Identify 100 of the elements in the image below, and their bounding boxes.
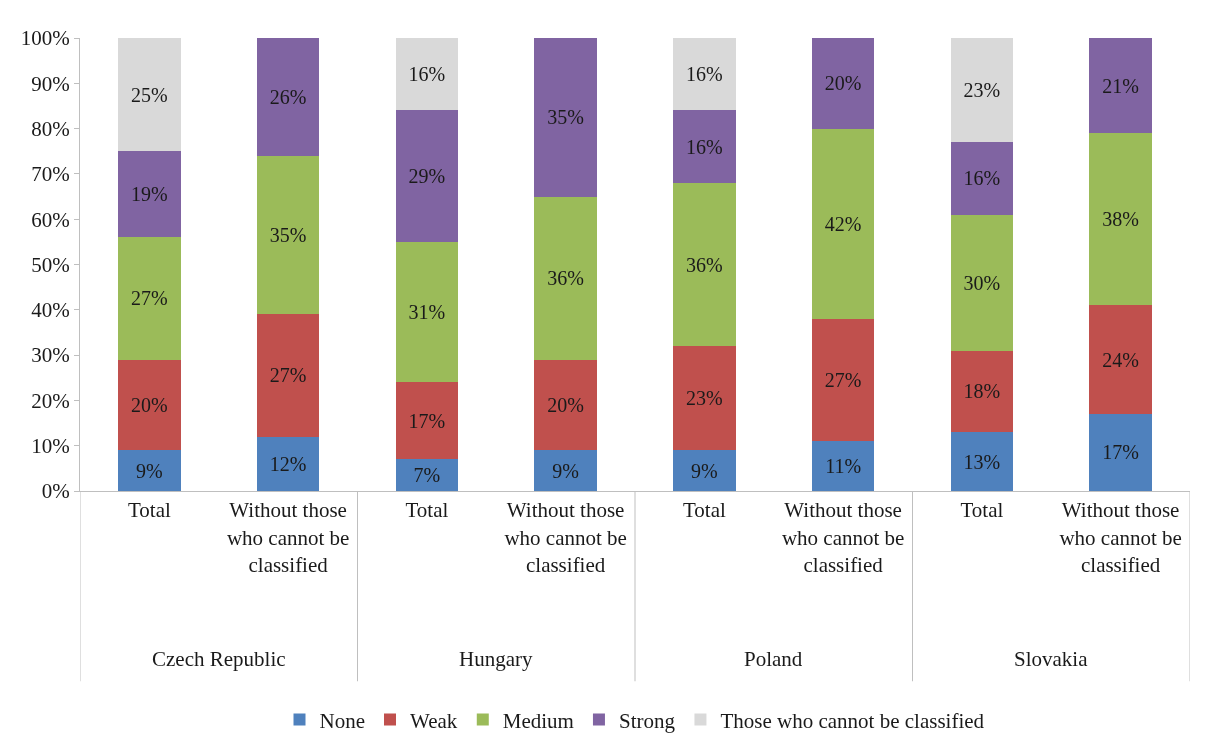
bar	[673, 182, 736, 347]
data-label: 13%	[963, 450, 1001, 473]
bar	[950, 350, 1014, 433]
x-tick-label: Total	[127, 498, 171, 523]
data-label: 25%	[131, 83, 168, 106]
data-label: 9%	[552, 459, 579, 482]
data-label: 9%	[691, 459, 718, 482]
bar	[950, 432, 1014, 491]
data-label: 23%	[686, 387, 723, 410]
data-label: 36%	[686, 253, 723, 276]
data-label: 11%	[825, 455, 862, 478]
bar	[395, 382, 459, 460]
data-label: 26%	[269, 85, 307, 108]
data-label: 19%	[131, 183, 168, 206]
data-label: 35%	[547, 106, 584, 129]
data-label: 16%	[686, 63, 723, 86]
data-label: 27%	[131, 287, 168, 310]
data-label: 23%	[963, 79, 1001, 102]
bar	[673, 346, 736, 451]
data-label: 20%	[547, 393, 584, 416]
data-label: 27%	[824, 369, 862, 392]
bar	[118, 450, 181, 491]
bar	[534, 38, 597, 197]
data-label: 29%	[408, 165, 446, 188]
data-label: 42%	[824, 212, 862, 235]
legend-label: Medium	[502, 708, 574, 733]
bar	[811, 441, 875, 491]
bar	[395, 38, 459, 111]
x-tick-label: Without those who cannot be classified	[504, 498, 627, 577]
legend-label: Weak	[410, 708, 458, 733]
data-label: 21%	[1102, 74, 1139, 97]
bar	[256, 436, 320, 491]
bar	[1089, 38, 1152, 134]
x-tick-label: Total	[405, 498, 449, 523]
x-tick-label: Without those who cannot be classified	[781, 498, 905, 577]
data-label: 12%	[269, 452, 307, 475]
bar	[950, 38, 1014, 143]
text: Slovakia	[1014, 647, 1089, 671]
data-label: 30%	[963, 271, 1001, 294]
y-tick-label: 100%	[20, 26, 70, 51]
y-tick-label: 30%	[31, 343, 70, 368]
bar	[811, 38, 875, 129]
bar	[811, 318, 875, 442]
bar	[673, 38, 736, 111]
text: Poland	[744, 647, 803, 671]
data-label: 20%	[131, 393, 168, 416]
bar	[534, 359, 597, 451]
bar	[256, 314, 320, 437]
legend-label: None	[319, 708, 365, 733]
data-label: 16%	[408, 63, 446, 86]
y-tick-label: 10%	[31, 434, 70, 459]
data-label: 16%	[963, 167, 1001, 190]
legend-label: Strong	[618, 708, 676, 733]
y-tick-label: 20%	[31, 388, 70, 413]
data-label: 35%	[269, 224, 307, 247]
bar	[256, 155, 320, 315]
x-tick-label: Total	[682, 498, 726, 523]
bar	[950, 142, 1014, 215]
bar	[950, 214, 1014, 351]
data-label: 31%	[408, 301, 446, 324]
data-label: 7%	[413, 464, 441, 487]
bar	[811, 128, 875, 319]
bar	[534, 450, 597, 491]
legend-label: Those who cannot be classified	[720, 708, 985, 733]
x-tick-label: Without those who cannot be classified	[226, 498, 350, 577]
y-tick-label: 40%	[31, 298, 70, 323]
bar	[1089, 413, 1152, 491]
bar	[395, 459, 459, 491]
data-label: 20%	[824, 72, 862, 95]
text: Hungary	[459, 647, 533, 671]
data-label: 9%	[136, 459, 163, 482]
bar	[118, 237, 181, 360]
bar	[534, 196, 597, 360]
data-label: 27%	[269, 364, 307, 387]
y-tick-label: 80%	[31, 116, 70, 141]
y-tick-label: 60%	[31, 207, 70, 232]
data-label: 36%	[547, 267, 584, 290]
y-tick-label: 0%	[41, 479, 70, 504]
bar	[118, 359, 181, 451]
data-label: 38%	[1102, 208, 1139, 231]
y-tick-label: 50%	[31, 252, 70, 277]
bar	[1089, 133, 1152, 306]
bar	[395, 241, 459, 383]
bar	[395, 110, 459, 242]
bar	[256, 38, 320, 156]
data-label: 16%	[686, 135, 723, 158]
y-tick-label: 70%	[31, 162, 70, 187]
data-label: 24%	[1102, 348, 1139, 371]
bar	[118, 38, 181, 152]
text: Czech Republic	[152, 647, 286, 671]
x-tick-label: Without those who cannot be classified	[1059, 498, 1182, 577]
data-label: 17%	[408, 409, 446, 432]
bar	[118, 151, 181, 238]
data-label: 18%	[963, 380, 1001, 403]
bar	[673, 450, 736, 491]
bar	[1089, 305, 1152, 414]
x-tick-label: Total	[960, 498, 1004, 523]
data-label: 17%	[1102, 441, 1139, 464]
bar	[673, 110, 736, 183]
y-tick-label: 90%	[31, 71, 70, 96]
